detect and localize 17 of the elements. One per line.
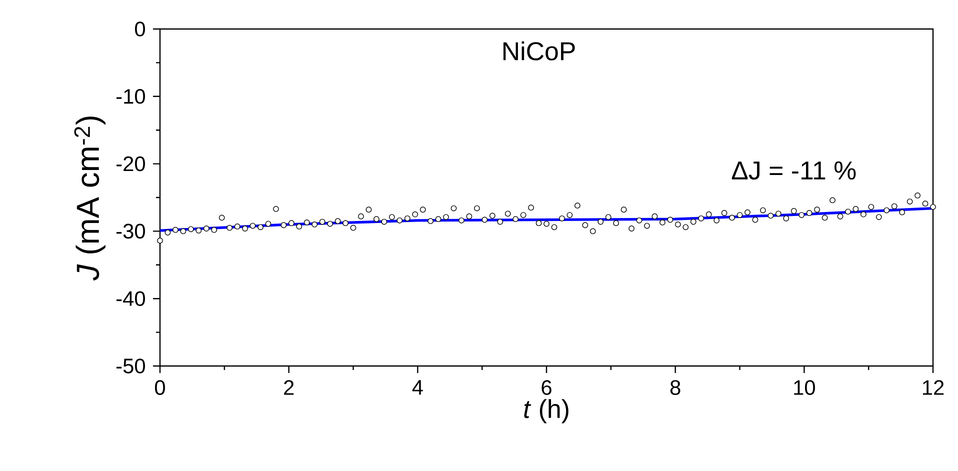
x-tick-label: 6 xyxy=(542,380,552,395)
x-tick-label: 12 xyxy=(922,380,944,395)
x-tick-label: 2 xyxy=(284,380,294,395)
x-tick-label: 4 xyxy=(412,380,423,395)
x-tick-label: 0 xyxy=(154,380,165,395)
x-axis-title: t (h) xyxy=(524,399,568,424)
x-tick-label: 10 xyxy=(794,380,815,395)
y-tick-label: -30 xyxy=(116,224,145,239)
annotation: NiCoP xyxy=(503,41,575,60)
y-tick-label: -40 xyxy=(116,291,145,306)
x-tick-label: 8 xyxy=(670,380,680,395)
y-axis-title: J (mA cm$^{-2}$) xyxy=(74,116,106,280)
annotation: ΔJ = -11 % xyxy=(732,161,856,180)
y-tick-label: -10 xyxy=(116,88,145,104)
y-tick-label: -20 xyxy=(116,156,145,172)
y-tick-label: -50 xyxy=(116,358,145,374)
y-tick-label: 0 xyxy=(135,22,146,36)
